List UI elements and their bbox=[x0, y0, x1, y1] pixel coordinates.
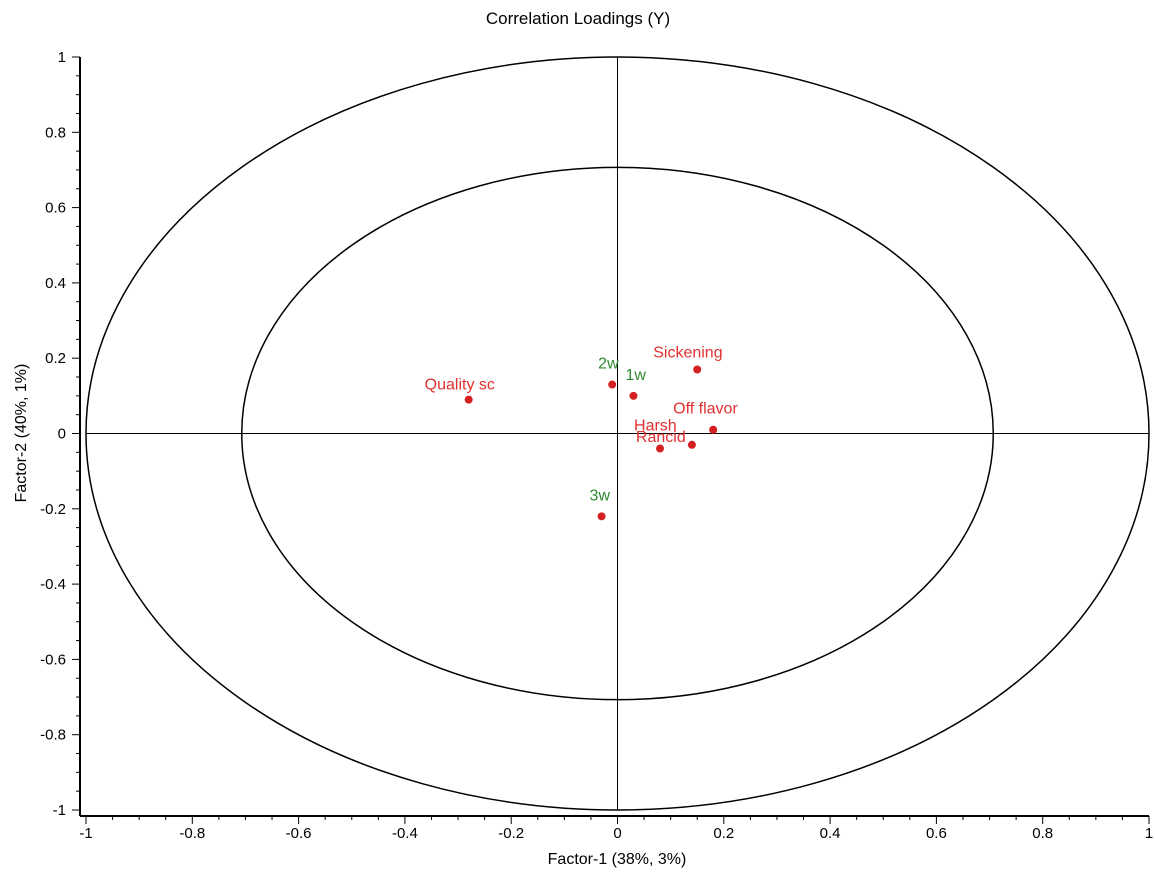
point-label: Off flavor bbox=[673, 401, 738, 418]
data-point bbox=[608, 380, 617, 389]
point-label: Quality sc bbox=[425, 377, 495, 394]
y-tick-label: -0.2 bbox=[40, 501, 66, 518]
y-tick-label: -0.6 bbox=[40, 651, 66, 668]
data-point bbox=[709, 425, 718, 434]
point-label: Harsh bbox=[634, 418, 677, 435]
x-tick-label: 0.4 bbox=[820, 825, 841, 842]
data-point bbox=[687, 440, 696, 449]
y-tick-label: 0.4 bbox=[45, 275, 66, 292]
data-point bbox=[656, 444, 665, 453]
y-tick-label: 0.6 bbox=[45, 200, 66, 217]
y-tick-label: 0.8 bbox=[45, 124, 66, 141]
data-point bbox=[693, 365, 702, 374]
data-point bbox=[597, 512, 606, 521]
chart-title: Correlation Loadings (Y) bbox=[486, 9, 670, 28]
x-tick-label: -0.6 bbox=[286, 825, 312, 842]
data-point bbox=[464, 395, 473, 404]
y-tick-label: 1 bbox=[58, 49, 66, 66]
point-label: Rancid bbox=[636, 429, 686, 446]
y-axis-title: Factor-2 (40%, 1%) bbox=[13, 364, 30, 503]
x-tick-label: -0.2 bbox=[498, 825, 524, 842]
y-tick-label: -0.4 bbox=[40, 576, 66, 593]
x-tick-label: 0 bbox=[613, 825, 621, 842]
x-tick-label: 0.2 bbox=[713, 825, 734, 842]
point-label: Sickening bbox=[653, 344, 722, 361]
point-label: 2w bbox=[598, 356, 619, 373]
x-tick-label: 0.6 bbox=[926, 825, 947, 842]
point-label: 3w bbox=[590, 487, 611, 504]
y-tick-label: -0.8 bbox=[40, 727, 66, 744]
y-tick-label: 0 bbox=[58, 426, 66, 443]
data-point bbox=[629, 391, 638, 400]
point-label: 1w bbox=[625, 367, 646, 384]
y-tick-label: 0.2 bbox=[45, 350, 66, 367]
plot-area: -1 -0.8 -0.6 -0.4 -0.2 0 0.2 0.4 0.6 0.8 1 1 0.8 0.6 0… bbox=[40, 49, 1153, 842]
x-axis-title: Factor-1 (38%, 3%) bbox=[548, 851, 687, 868]
x-tick-label: 1 bbox=[1145, 825, 1153, 842]
x-tick-label: 0.8 bbox=[1032, 825, 1053, 842]
y-tick-label: -1 bbox=[53, 802, 66, 819]
x-tick-label: -1 bbox=[79, 825, 92, 842]
x-tick-label: -0.4 bbox=[392, 825, 418, 842]
x-tick-label: -0.8 bbox=[179, 825, 205, 842]
